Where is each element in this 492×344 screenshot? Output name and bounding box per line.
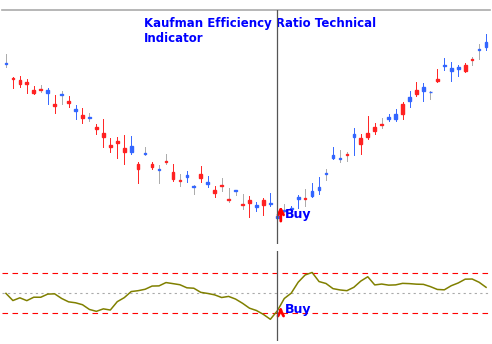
Bar <box>130 147 132 152</box>
Bar <box>19 80 21 84</box>
Bar <box>214 190 216 193</box>
Bar <box>471 59 473 60</box>
Bar <box>123 148 125 152</box>
Bar <box>248 201 251 203</box>
Bar <box>345 154 348 155</box>
Bar <box>450 68 453 71</box>
Bar <box>67 101 70 103</box>
Text: Kaufman Efficiency Ratio Technical
Indicator: Kaufman Efficiency Ratio Technical Indic… <box>144 17 376 45</box>
Bar <box>227 199 230 200</box>
Bar <box>12 78 14 79</box>
Bar <box>338 158 341 159</box>
Text: Buy: Buy <box>285 303 311 316</box>
Bar <box>415 90 418 94</box>
Bar <box>387 117 390 119</box>
Bar <box>39 89 42 90</box>
Bar <box>88 117 91 118</box>
Bar <box>207 182 209 184</box>
Bar <box>394 114 397 119</box>
Bar <box>172 172 174 179</box>
Bar <box>74 109 77 111</box>
Bar <box>26 82 28 84</box>
Bar <box>457 67 460 69</box>
Bar <box>46 89 49 93</box>
Bar <box>185 175 188 177</box>
Bar <box>311 191 313 196</box>
Bar <box>234 190 237 191</box>
Bar <box>367 133 369 137</box>
Bar <box>297 197 300 199</box>
Bar <box>262 201 265 205</box>
Bar <box>137 164 139 169</box>
Bar <box>255 205 258 207</box>
Bar <box>464 65 466 71</box>
Bar <box>241 204 244 205</box>
Bar <box>165 161 167 162</box>
Bar <box>199 174 202 178</box>
Bar <box>179 180 181 181</box>
Bar <box>443 65 446 66</box>
Bar <box>158 169 160 170</box>
Bar <box>192 186 195 187</box>
Bar <box>332 154 334 158</box>
Bar <box>4 63 7 64</box>
Bar <box>276 216 278 217</box>
Bar <box>151 164 154 168</box>
Bar <box>53 104 56 106</box>
Bar <box>401 105 404 114</box>
Bar <box>220 185 223 186</box>
Bar <box>436 79 439 81</box>
Bar <box>269 203 272 204</box>
Bar <box>116 141 119 143</box>
Bar <box>380 124 383 125</box>
Bar <box>95 127 98 129</box>
Bar <box>478 49 480 50</box>
Bar <box>360 138 362 144</box>
Bar <box>353 134 355 137</box>
Bar <box>290 208 293 209</box>
Bar <box>61 94 63 95</box>
Bar <box>422 87 425 91</box>
Bar <box>485 42 488 47</box>
Bar <box>81 115 84 118</box>
Bar <box>102 133 105 137</box>
Bar <box>144 153 147 154</box>
Bar <box>109 144 112 147</box>
Text: Buy: Buy <box>285 208 311 221</box>
Bar <box>373 127 376 131</box>
Bar <box>283 210 285 211</box>
Bar <box>318 187 320 190</box>
Bar <box>408 97 411 101</box>
Bar <box>32 90 35 93</box>
